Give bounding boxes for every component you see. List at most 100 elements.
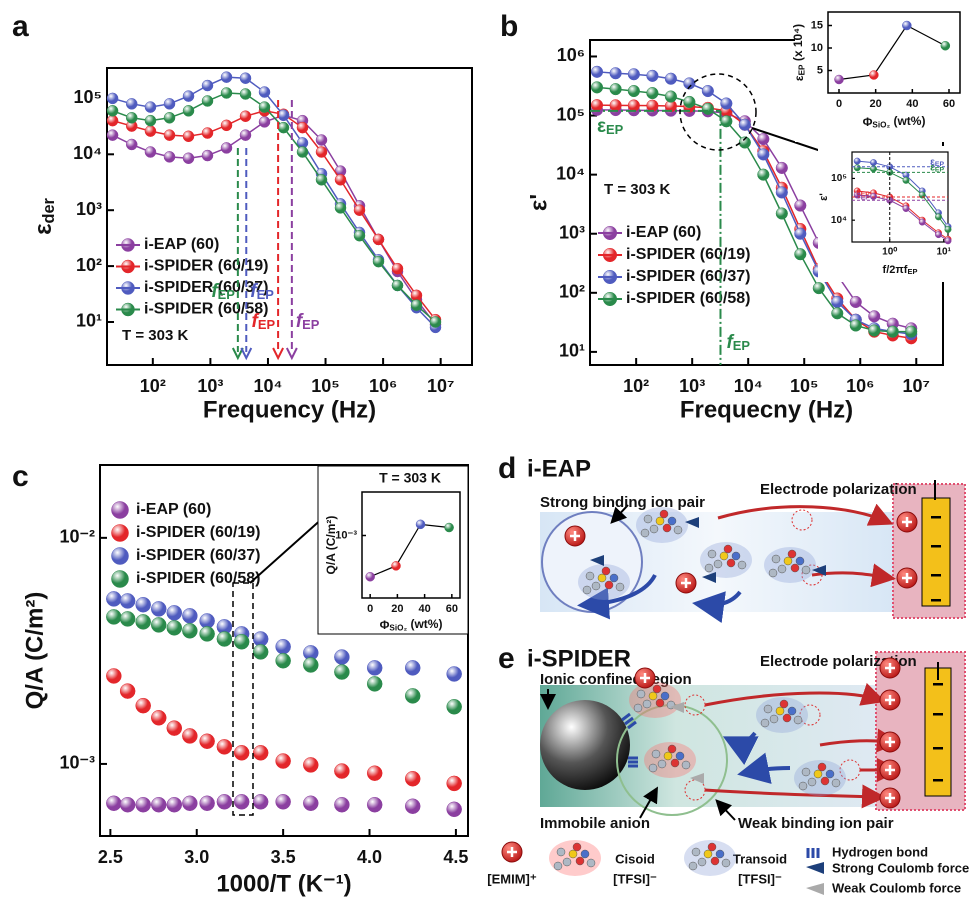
label-sub: EP xyxy=(218,287,236,302)
ep-label: εEP xyxy=(856,190,870,201)
x-tick-label: 3.0 xyxy=(184,847,209,867)
highlight-circle xyxy=(679,73,757,151)
atom xyxy=(667,516,677,526)
data-point xyxy=(868,324,881,337)
ep-arrow xyxy=(231,347,244,361)
legend-label: i-EAP (60) xyxy=(136,501,211,518)
data-point xyxy=(275,653,291,669)
atom xyxy=(719,551,729,561)
data-point xyxy=(275,638,291,655)
data-point xyxy=(683,95,696,108)
legend-label: i-SPIDER (60/58) xyxy=(136,570,260,587)
data-point xyxy=(609,67,622,80)
atom xyxy=(723,544,733,554)
coulomb-force xyxy=(702,572,716,583)
flow-arrow xyxy=(737,752,791,784)
data-point xyxy=(834,74,844,85)
data-point xyxy=(849,295,862,309)
y-axis-title: εder xyxy=(30,197,58,234)
label-sub: EP xyxy=(935,166,945,173)
minus-sign xyxy=(931,516,941,519)
label-main: f xyxy=(211,281,219,302)
legend-label: i-SPIDER (60/37) xyxy=(626,268,750,285)
y-tick-label: 5 xyxy=(817,64,823,76)
legend-weak-coulomb xyxy=(806,883,824,895)
vacancy xyxy=(684,694,706,716)
atom xyxy=(553,861,563,871)
legend-label: i-EAP (60) xyxy=(144,236,219,253)
atom xyxy=(648,763,658,773)
data-point xyxy=(182,623,198,639)
atom xyxy=(787,549,797,559)
data-point xyxy=(404,770,421,787)
legend-strong-coulomb xyxy=(806,862,824,874)
label-sub: EP xyxy=(798,64,807,75)
atom xyxy=(562,857,572,867)
highlight-box xyxy=(232,582,254,816)
atom xyxy=(691,847,701,857)
data-point xyxy=(794,227,807,240)
legend-label: i-SPIDER (60/58) xyxy=(144,301,268,318)
data-point xyxy=(182,90,195,102)
data-point xyxy=(366,660,383,676)
data-point xyxy=(757,148,770,161)
atom xyxy=(585,571,595,581)
data-point xyxy=(163,151,176,163)
data-point xyxy=(150,617,167,633)
data-point xyxy=(935,231,942,239)
data-point xyxy=(150,796,167,813)
ep-label: fEP xyxy=(250,281,274,302)
data-point xyxy=(135,614,151,630)
atom xyxy=(609,573,619,583)
atom xyxy=(707,549,717,559)
y-tick-label: 10⁵ xyxy=(831,173,847,184)
data-point xyxy=(334,649,350,665)
x-tick-label: 10⁴ xyxy=(253,376,282,396)
label-main: ε xyxy=(30,224,57,235)
data-point xyxy=(182,608,198,624)
atom xyxy=(825,769,835,779)
atom xyxy=(655,516,665,526)
label-main: f xyxy=(252,311,260,332)
atom xyxy=(768,568,778,578)
data-point xyxy=(258,86,271,98)
label-main: ε xyxy=(930,162,935,173)
legend-label: [TFSI]⁻ xyxy=(738,871,782,886)
data-point xyxy=(135,796,151,813)
data-point xyxy=(415,519,426,530)
diagram-title: i-SPIDER xyxy=(527,645,631,672)
atom xyxy=(801,767,811,777)
ep-arrow xyxy=(272,347,284,361)
data-point xyxy=(275,794,291,810)
vacancy xyxy=(684,779,706,801)
minus-sign xyxy=(931,545,941,548)
atom xyxy=(663,751,673,761)
ep-label: fEP xyxy=(211,281,235,302)
label-sub: EP xyxy=(861,191,871,198)
atom xyxy=(670,758,680,768)
y-tick-label: 10³ xyxy=(76,199,102,219)
label-sub: SiO₂ xyxy=(872,121,890,130)
label: Weak binding ion pair xyxy=(738,815,894,832)
data-point xyxy=(252,644,269,660)
data-point xyxy=(106,92,119,105)
label-main: ε xyxy=(856,187,861,198)
atom xyxy=(737,560,747,570)
data-point xyxy=(831,295,844,309)
x-axis-title: Frequecny (Hz) xyxy=(680,396,853,423)
data-point xyxy=(444,522,454,533)
atom xyxy=(817,762,827,772)
data-point xyxy=(182,795,198,812)
data-point xyxy=(720,115,733,128)
plot-frame xyxy=(106,67,473,366)
data-point xyxy=(391,561,401,571)
minus-sign xyxy=(933,713,943,716)
atom xyxy=(615,582,625,592)
atom xyxy=(572,842,582,852)
data-point xyxy=(275,753,291,769)
data-point xyxy=(391,262,404,275)
x-tick-label: 10⁷ xyxy=(903,376,930,396)
data-point xyxy=(233,745,250,761)
data-point xyxy=(216,631,233,647)
atom xyxy=(769,714,779,724)
